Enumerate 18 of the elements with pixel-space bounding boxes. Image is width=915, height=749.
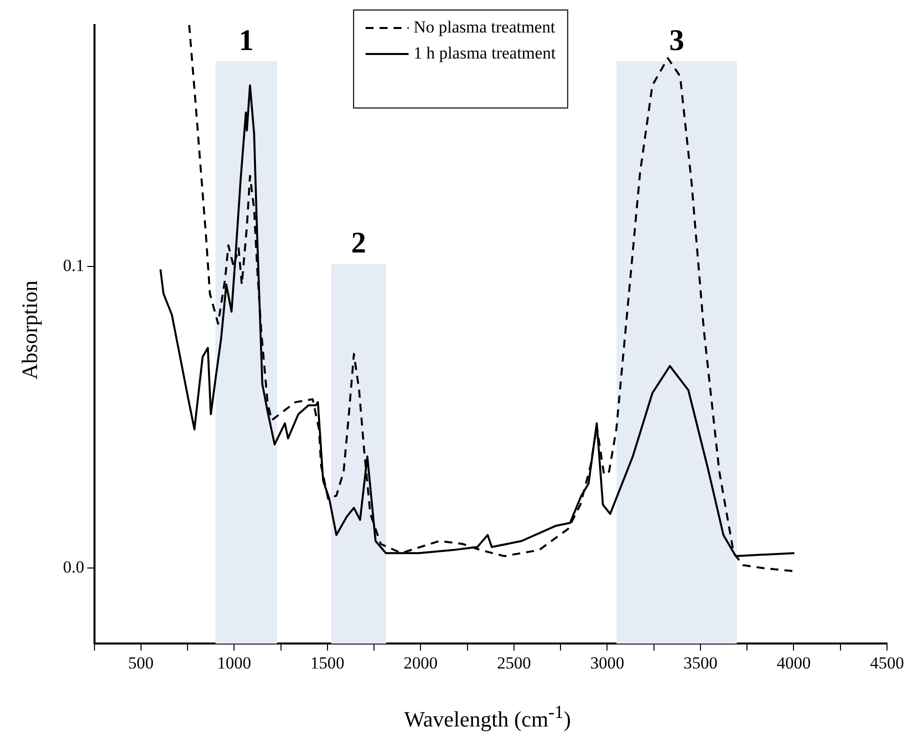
x-tick-label: 1500 <box>310 653 344 672</box>
legend-label: No plasma treatment <box>414 17 556 36</box>
x-axis-title: Wavelength (cm$^{-1}$) <box>403 702 572 732</box>
x-tick-label: 4500 <box>870 653 904 672</box>
x-tick-label: 1000 <box>217 653 252 672</box>
x-tick-label: 3500 <box>683 653 718 672</box>
x-tick-label: 4000 <box>776 653 811 672</box>
x-tick-label: 500 <box>128 653 154 672</box>
band-label: 3 <box>669 24 684 57</box>
legend-label: 1 h plasma treatment <box>414 43 556 62</box>
x-tick-label: 2000 <box>404 653 438 672</box>
x-tick-label: 2500 <box>496 653 531 672</box>
band-label: 2 <box>351 226 366 260</box>
y-tick-label: 0.1 <box>63 256 84 275</box>
y-tick-label: 0.0 <box>63 558 84 577</box>
band-label: 1 <box>238 24 254 57</box>
x-tick-label: 3000 <box>590 653 624 672</box>
y-axis-title: Absorption <box>17 280 43 380</box>
